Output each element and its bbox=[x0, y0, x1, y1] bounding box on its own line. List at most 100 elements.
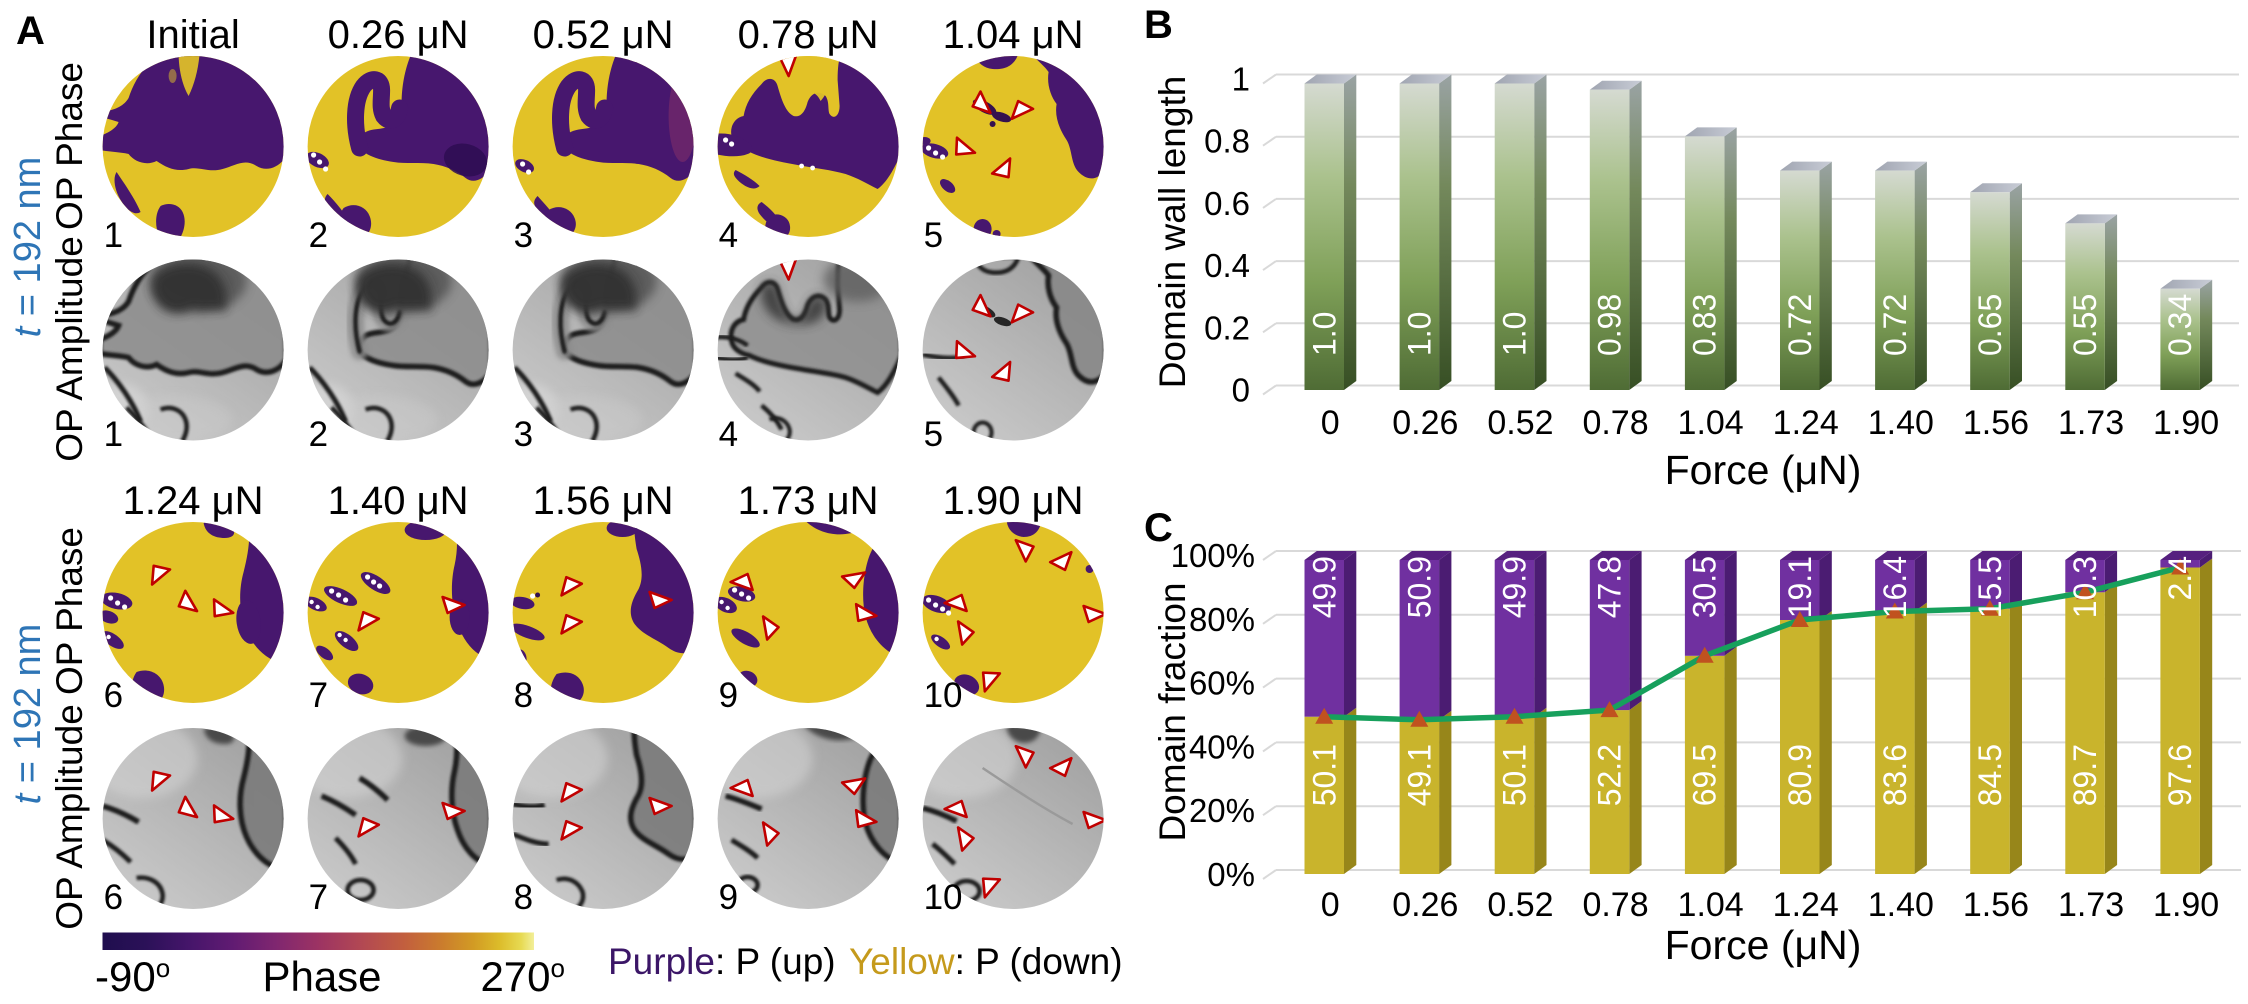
svg-text:OP Amplitude: OP Amplitude bbox=[49, 704, 90, 930]
svg-text:OP Amplitude: OP Amplitude bbox=[49, 236, 90, 462]
svg-text:15.5: 15.5 bbox=[1972, 556, 2008, 618]
svg-text:1.24: 1.24 bbox=[1773, 886, 1839, 924]
svg-text:8: 8 bbox=[514, 676, 533, 715]
svg-text:0.26: 0.26 bbox=[1392, 886, 1458, 924]
svg-text:52.2: 52.2 bbox=[1592, 744, 1628, 806]
svg-text:0: 0 bbox=[1321, 886, 1340, 924]
svg-text:0.78 μN: 0.78 μN bbox=[738, 13, 879, 57]
svg-text:0.52: 0.52 bbox=[1487, 886, 1553, 924]
svg-text:49.9: 49.9 bbox=[1306, 556, 1342, 618]
svg-text:1: 1 bbox=[104, 216, 123, 255]
svg-text:0.8: 0.8 bbox=[1204, 123, 1250, 160]
svg-text:1.24: 1.24 bbox=[1773, 404, 1839, 442]
svg-text:0.65: 0.65 bbox=[1972, 294, 2008, 356]
svg-text:Domain fraction: Domain fraction bbox=[1152, 582, 1193, 841]
svg-text:1.0: 1.0 bbox=[1401, 312, 1437, 356]
svg-text:0: 0 bbox=[1232, 372, 1250, 409]
svg-text:1.56: 1.56 bbox=[1963, 404, 2029, 442]
svg-text:C: C bbox=[1144, 506, 1173, 550]
svg-text:49.9: 49.9 bbox=[1496, 556, 1532, 618]
svg-text:30.5: 30.5 bbox=[1687, 556, 1723, 618]
svg-text:9: 9 bbox=[719, 878, 738, 917]
svg-text:7: 7 bbox=[309, 676, 328, 715]
svg-text:10.3: 10.3 bbox=[2067, 556, 2103, 618]
svg-text:84.5: 84.5 bbox=[1972, 744, 2008, 806]
svg-text:0.26: 0.26 bbox=[1392, 404, 1458, 442]
svg-text:83.6: 83.6 bbox=[1877, 744, 1913, 806]
svg-text:40%: 40% bbox=[1189, 728, 1255, 765]
svg-text:97.6: 97.6 bbox=[2162, 744, 2198, 806]
svg-text:0.4: 0.4 bbox=[1204, 247, 1250, 284]
svg-text:9: 9 bbox=[719, 676, 738, 715]
svg-text:16.4: 16.4 bbox=[1877, 556, 1913, 618]
svg-text:69.5: 69.5 bbox=[1687, 744, 1723, 806]
svg-text:60%: 60% bbox=[1189, 665, 1255, 702]
svg-text:0.55: 0.55 bbox=[2067, 294, 2103, 356]
svg-text:47.8: 47.8 bbox=[1592, 556, 1628, 618]
svg-text:1: 1 bbox=[1232, 61, 1250, 98]
svg-text:50.1: 50.1 bbox=[1306, 744, 1342, 806]
svg-text:0.78: 0.78 bbox=[1582, 404, 1648, 442]
svg-text:Yellow: P (down): Yellow: P (down) bbox=[849, 941, 1123, 982]
svg-text:20%: 20% bbox=[1189, 792, 1255, 829]
svg-text:0.52 μN: 0.52 μN bbox=[533, 13, 674, 57]
svg-text:0.98: 0.98 bbox=[1592, 294, 1628, 356]
svg-text:Force (μN): Force (μN) bbox=[1665, 922, 1862, 968]
svg-text:1.40 μN: 1.40 μN bbox=[328, 479, 469, 523]
svg-text:0.83: 0.83 bbox=[1687, 294, 1723, 356]
svg-text:5: 5 bbox=[924, 415, 943, 454]
svg-text:80%: 80% bbox=[1189, 601, 1255, 638]
svg-text:7: 7 bbox=[309, 878, 328, 917]
svg-text:50.1: 50.1 bbox=[1496, 744, 1532, 806]
svg-text:1.73: 1.73 bbox=[2058, 886, 2124, 924]
svg-text:4: 4 bbox=[719, 216, 738, 255]
svg-text:A: A bbox=[16, 9, 45, 53]
svg-text:0.26 μN: 0.26 μN bbox=[328, 13, 469, 57]
svg-text:80.9: 80.9 bbox=[1782, 744, 1818, 806]
svg-text:1.0: 1.0 bbox=[1306, 312, 1342, 356]
svg-text:1.90 μN: 1.90 μN bbox=[943, 479, 1084, 523]
svg-text:0.78: 0.78 bbox=[1582, 886, 1648, 924]
svg-text:6: 6 bbox=[104, 878, 123, 917]
svg-text:6: 6 bbox=[104, 676, 123, 715]
svg-text:5: 5 bbox=[924, 216, 943, 255]
svg-text:t = 192 nm: t = 192 nm bbox=[7, 624, 49, 805]
svg-text:89.7: 89.7 bbox=[2067, 744, 2103, 806]
svg-text:0.72: 0.72 bbox=[1782, 294, 1818, 356]
svg-text:Purple: P (up): Purple: P (up) bbox=[608, 941, 836, 982]
svg-text:0.34: 0.34 bbox=[2162, 294, 2198, 356]
svg-text:Phase: Phase bbox=[262, 953, 381, 1000]
svg-text:1.90: 1.90 bbox=[2153, 886, 2219, 924]
svg-text:B: B bbox=[1144, 3, 1173, 47]
svg-text:0.72: 0.72 bbox=[1877, 294, 1913, 356]
svg-text:1.40: 1.40 bbox=[1868, 404, 1934, 442]
svg-text:Initial: Initial bbox=[146, 13, 239, 57]
svg-text:10: 10 bbox=[924, 878, 963, 917]
svg-text:1.0: 1.0 bbox=[1496, 312, 1532, 356]
svg-text:1: 1 bbox=[104, 415, 123, 454]
svg-text:1.04: 1.04 bbox=[1678, 404, 1744, 442]
svg-text:100%: 100% bbox=[1171, 537, 1255, 574]
svg-text:1.04: 1.04 bbox=[1678, 886, 1744, 924]
svg-text:1.56: 1.56 bbox=[1963, 886, 2029, 924]
svg-text:1.40: 1.40 bbox=[1868, 886, 1934, 924]
svg-text:2: 2 bbox=[309, 415, 328, 454]
svg-text:Force (μN): Force (μN) bbox=[1665, 447, 1862, 493]
svg-text:t = 192 nm: t = 192 nm bbox=[7, 157, 49, 338]
svg-text:1.56 μN: 1.56 μN bbox=[533, 479, 674, 523]
svg-text:0.52: 0.52 bbox=[1487, 404, 1553, 442]
svg-text:OP Phase: OP Phase bbox=[49, 527, 90, 695]
svg-text:0.2: 0.2 bbox=[1204, 309, 1250, 346]
svg-text:1.73 μN: 1.73 μN bbox=[738, 479, 879, 523]
svg-text:0: 0 bbox=[1321, 404, 1340, 442]
svg-text:1.04 μN: 1.04 μN bbox=[943, 13, 1084, 57]
svg-text:50.9: 50.9 bbox=[1401, 556, 1437, 618]
svg-text:2.4: 2.4 bbox=[2162, 556, 2198, 600]
svg-text:49.1: 49.1 bbox=[1401, 744, 1437, 806]
svg-text:OP Phase: OP Phase bbox=[49, 62, 90, 230]
svg-text:Domain wall length: Domain wall length bbox=[1152, 76, 1193, 389]
svg-text:0%: 0% bbox=[1207, 856, 1255, 893]
svg-text:10: 10 bbox=[924, 676, 963, 715]
svg-text:1.90: 1.90 bbox=[2153, 404, 2219, 442]
svg-text:1.73: 1.73 bbox=[2058, 404, 2124, 442]
